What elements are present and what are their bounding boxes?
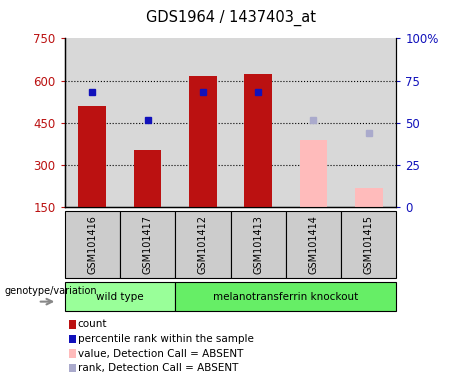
- Bar: [244, 74, 272, 207]
- Text: count: count: [78, 319, 107, 329]
- Text: rank, Detection Call = ABSENT: rank, Detection Call = ABSENT: [78, 363, 238, 373]
- Text: GSM101413: GSM101413: [253, 215, 263, 274]
- Bar: [300, 140, 327, 207]
- Text: GSM101415: GSM101415: [364, 215, 374, 274]
- Bar: [189, 76, 217, 207]
- Bar: [355, 188, 383, 207]
- Text: GSM101414: GSM101414: [308, 215, 319, 274]
- Text: GDS1964 / 1437403_at: GDS1964 / 1437403_at: [146, 10, 315, 26]
- Bar: [134, 150, 161, 207]
- Text: GSM101416: GSM101416: [87, 215, 97, 274]
- Text: melanotransferrin knockout: melanotransferrin knockout: [213, 291, 359, 302]
- Text: wild type: wild type: [96, 291, 144, 302]
- Text: GSM101417: GSM101417: [142, 215, 153, 274]
- Text: percentile rank within the sample: percentile rank within the sample: [78, 334, 254, 344]
- Text: genotype/variation: genotype/variation: [5, 286, 97, 296]
- Text: GSM101412: GSM101412: [198, 215, 208, 274]
- Bar: [78, 106, 106, 207]
- Text: value, Detection Call = ABSENT: value, Detection Call = ABSENT: [78, 349, 243, 359]
